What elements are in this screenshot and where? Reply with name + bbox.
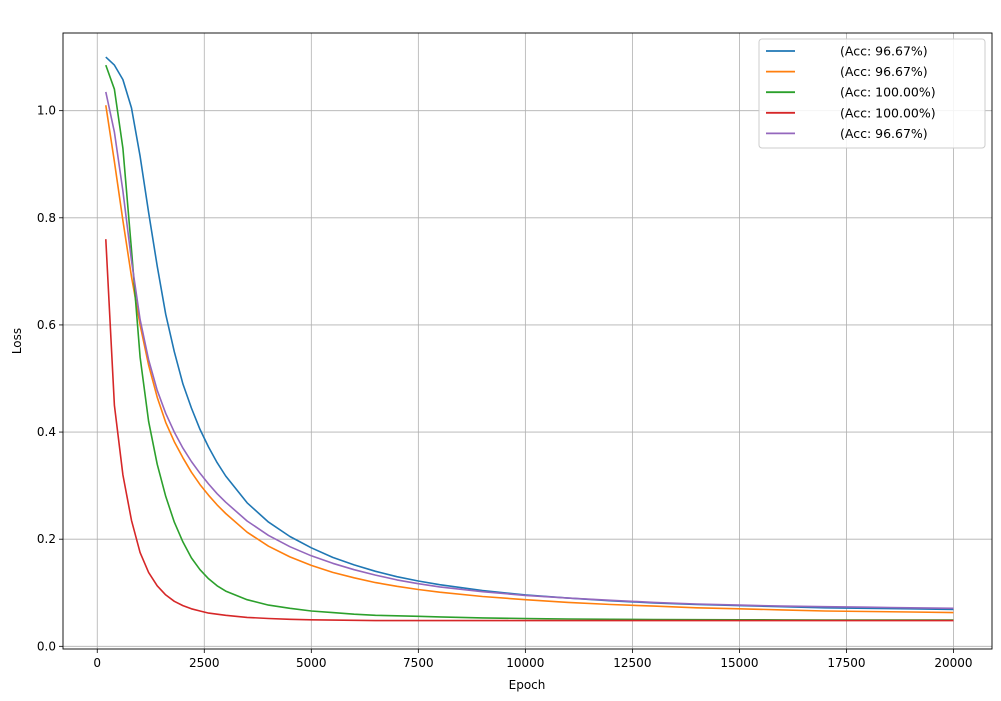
y-tick-label: 0.8 <box>37 211 56 225</box>
legend-label-4: (Acc: 100.00%) <box>840 105 936 120</box>
y-tick-label: 0.4 <box>37 425 56 439</box>
y-axis-ticks: 0.0 0.2 0.4 0.6 0.8 1.0 <box>37 104 63 653</box>
legend-label-2: (Acc: 96.67%) <box>840 64 928 79</box>
legend-label-5: (Acc: 96.67%) <box>840 126 928 141</box>
y-axis-label: Loss <box>10 328 24 354</box>
y-tick-label: 0.0 <box>37 639 56 653</box>
series-line-2 <box>105 105 954 614</box>
axes-frame <box>62 32 993 650</box>
x-tick-label: 0 <box>93 656 101 670</box>
x-axis-label: Epoch <box>509 678 546 692</box>
y-tick-label: 0.2 <box>37 532 56 546</box>
x-tick-label: 20000 <box>934 656 972 670</box>
y-tick-label: 1.0 <box>37 104 56 118</box>
y-tick-label: 0.6 <box>37 318 56 332</box>
legend-box <box>758 38 986 149</box>
x-axis-ticks: 0 2500 5000 7500 10000 12500 15000 17500 20000 <box>93 649 973 670</box>
x-tick-label: 5000 <box>296 656 327 670</box>
series-line-4 <box>105 239 954 622</box>
grid <box>63 33 992 649</box>
x-tick-label: 7500 <box>403 656 434 670</box>
x-tick-label: 10000 <box>506 656 544 670</box>
legend-label-1: (Acc: 96.67%) <box>840 44 928 59</box>
series-line-5 <box>105 91 954 610</box>
series-line-3 <box>105 64 954 621</box>
x-tick-label: 2500 <box>189 656 220 670</box>
legend-label-3: (Acc: 100.00%) <box>840 85 936 100</box>
x-tick-label: 17500 <box>827 656 865 670</box>
x-tick-label: 15000 <box>720 656 758 670</box>
x-tick-label: 12500 <box>613 656 651 670</box>
series-lines <box>105 56 954 622</box>
legend: (Acc: 96.67%) (Acc: 96.67%) (Acc: 100.00%)… <box>758 38 986 149</box>
